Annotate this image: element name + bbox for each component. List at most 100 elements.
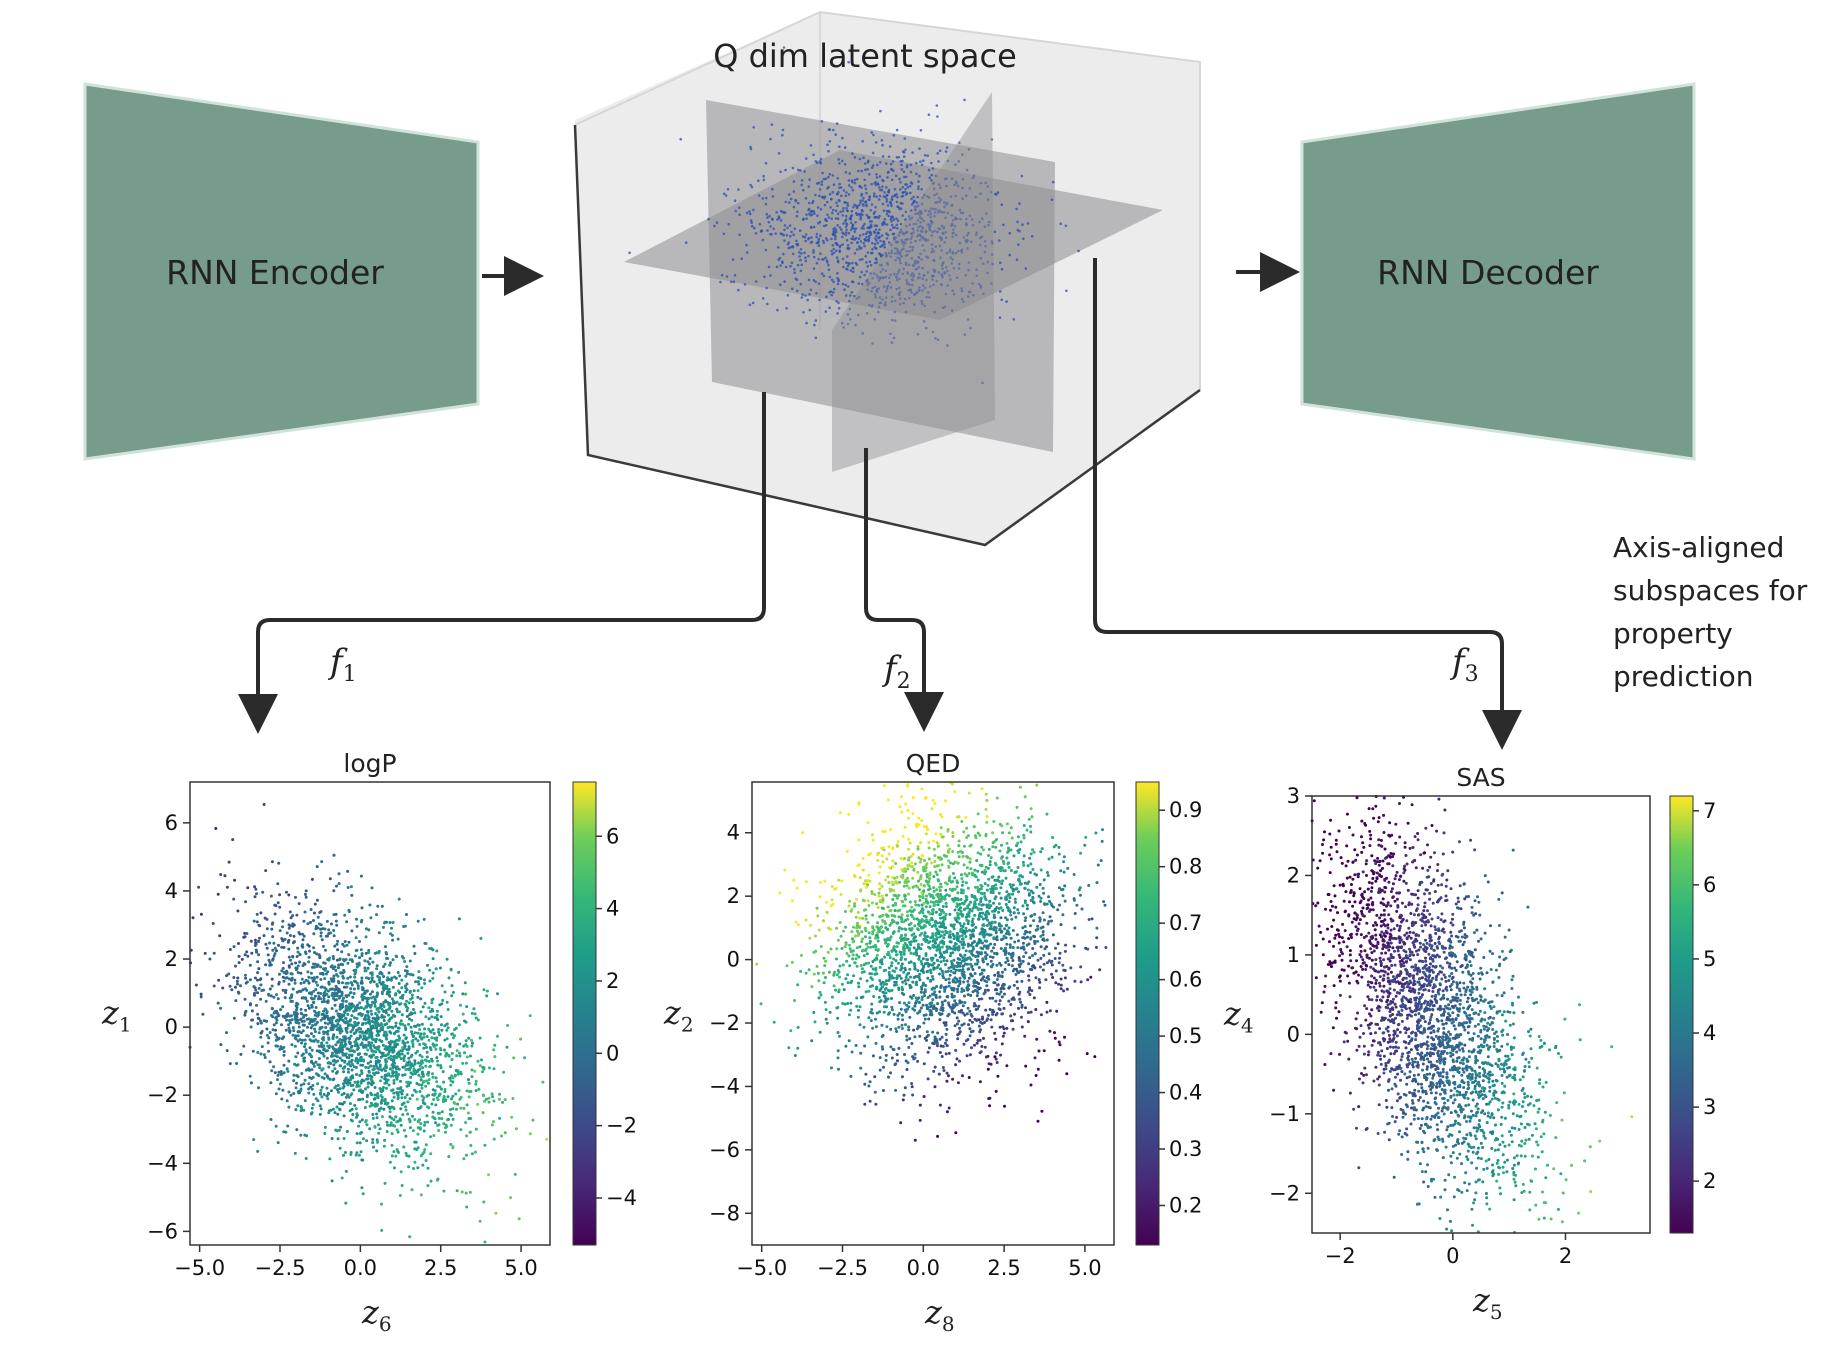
scatter-point bbox=[445, 1037, 449, 1041]
scatter-point bbox=[335, 1129, 339, 1133]
scatter-point bbox=[464, 992, 468, 996]
scatter-point bbox=[437, 1123, 441, 1127]
latent-point bbox=[887, 252, 891, 255]
scatter-point bbox=[323, 1021, 327, 1025]
latent-point bbox=[987, 223, 990, 227]
latent-point bbox=[849, 294, 852, 297]
scatter-point bbox=[528, 1132, 532, 1136]
scatter-point bbox=[413, 1072, 417, 1076]
scatter-point bbox=[394, 1055, 398, 1059]
scatter-point bbox=[870, 1002, 874, 1006]
scatter-point bbox=[371, 1024, 375, 1028]
scatter-point bbox=[402, 1033, 406, 1037]
latent-point bbox=[960, 297, 964, 301]
scatter-point bbox=[999, 896, 1003, 900]
scatter-point bbox=[935, 873, 939, 877]
latent-point bbox=[887, 214, 891, 218]
scatter-point bbox=[1036, 939, 1039, 943]
scatter-point bbox=[348, 1041, 352, 1045]
latent-point bbox=[827, 175, 830, 179]
scatter-point bbox=[292, 923, 296, 927]
latent-point bbox=[850, 186, 853, 189]
scatter-point bbox=[282, 979, 286, 983]
scatter-point bbox=[335, 1105, 339, 1109]
scatter-point bbox=[265, 917, 269, 921]
scatter-point bbox=[299, 1105, 303, 1108]
latent-point bbox=[772, 227, 775, 231]
scatter-point bbox=[1023, 932, 1027, 936]
scatter-point bbox=[1045, 1010, 1049, 1014]
scatter-point bbox=[278, 893, 282, 897]
latent-point bbox=[866, 238, 870, 242]
scatter-point bbox=[237, 961, 241, 965]
scatter-point bbox=[911, 812, 915, 816]
scatter-point bbox=[385, 1033, 389, 1037]
scatter-point bbox=[373, 1002, 377, 1005]
scatter-point bbox=[336, 1040, 340, 1044]
latent-point bbox=[906, 185, 910, 189]
scatter-point bbox=[411, 1035, 415, 1038]
scatter-point bbox=[1042, 962, 1046, 966]
latent-point bbox=[719, 280, 722, 284]
scatter-point bbox=[239, 984, 242, 988]
scatter-point bbox=[295, 913, 299, 917]
scatter-point bbox=[410, 1030, 413, 1034]
latent-point bbox=[834, 249, 838, 253]
latent-point bbox=[886, 176, 889, 179]
scatter-point bbox=[366, 1077, 370, 1081]
scatter-point bbox=[375, 1112, 379, 1116]
scatter-point bbox=[1028, 930, 1032, 934]
latent-point bbox=[727, 222, 730, 226]
scatter-point bbox=[1018, 997, 1022, 1001]
latent-point bbox=[952, 292, 956, 296]
scatter-point bbox=[808, 936, 812, 940]
scatter-point bbox=[281, 1088, 285, 1092]
scatter-point bbox=[373, 1004, 377, 1008]
latent-point bbox=[853, 156, 857, 159]
scatter-point bbox=[381, 1043, 385, 1047]
scatter-point bbox=[422, 1079, 426, 1083]
scatter-point bbox=[416, 1049, 419, 1053]
scatter-point bbox=[276, 1078, 279, 1082]
scatter-point bbox=[917, 903, 921, 907]
latent-point bbox=[831, 211, 834, 215]
latent-point bbox=[901, 272, 905, 276]
scatter-point bbox=[292, 1079, 296, 1083]
scatter-point bbox=[366, 1074, 369, 1078]
scatter-point bbox=[387, 1007, 391, 1011]
latent-point bbox=[876, 163, 879, 167]
scatter-point bbox=[256, 939, 260, 943]
scatter-point bbox=[388, 1005, 392, 1009]
scatter-point bbox=[219, 1006, 223, 1010]
scatter-point bbox=[343, 913, 347, 917]
scatter-point bbox=[789, 1029, 793, 1033]
latent-point bbox=[841, 209, 845, 213]
latent-point bbox=[893, 272, 896, 276]
latent-point bbox=[900, 195, 903, 198]
scatter-point bbox=[461, 1061, 465, 1065]
scatter-point bbox=[362, 1007, 366, 1011]
scatter-point bbox=[303, 1045, 306, 1049]
latent-point bbox=[878, 161, 882, 164]
scatter-point bbox=[371, 1112, 375, 1116]
scatter-point bbox=[330, 1137, 334, 1140]
scatter-point bbox=[342, 1070, 346, 1074]
scatter-point bbox=[1016, 835, 1020, 839]
latent-point bbox=[876, 231, 880, 234]
scatter-point bbox=[332, 934, 336, 938]
scatter-point bbox=[451, 1117, 455, 1121]
latent-point bbox=[844, 218, 848, 221]
scatter-point bbox=[955, 1057, 959, 1061]
scatter-point bbox=[365, 1093, 369, 1097]
scatter-point bbox=[355, 1042, 359, 1046]
latent-point bbox=[793, 227, 797, 231]
scatter-point bbox=[431, 976, 435, 980]
latent-point bbox=[850, 291, 854, 294]
scatter-point bbox=[459, 1095, 463, 1099]
scatter-point bbox=[316, 997, 320, 1001]
scatter-point bbox=[1007, 900, 1011, 904]
latent-point bbox=[968, 214, 972, 218]
scatter-point bbox=[309, 1039, 313, 1043]
latent-point bbox=[1000, 203, 1004, 206]
scatter-point bbox=[907, 1028, 911, 1032]
